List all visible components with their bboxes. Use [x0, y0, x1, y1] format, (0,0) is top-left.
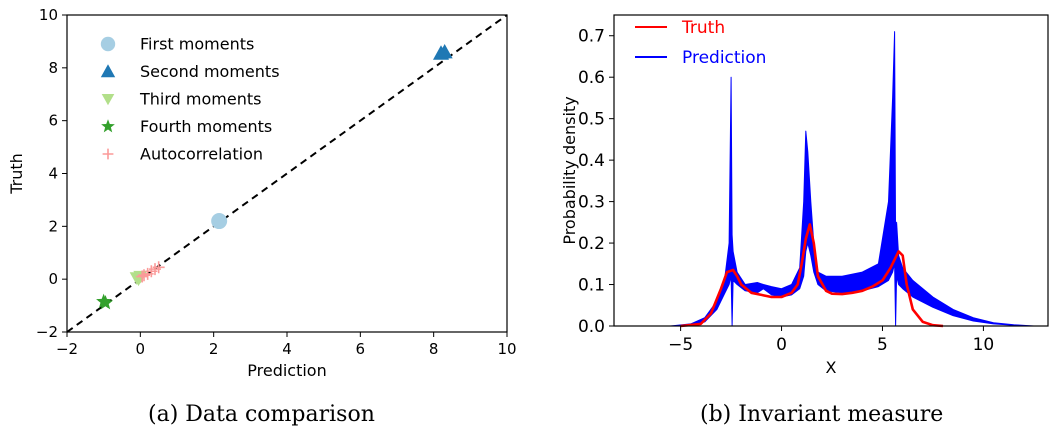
legend-label: Third moments — [139, 90, 261, 109]
right-y-tick-label: 0.1 — [578, 276, 605, 296]
caption-data-comparison: (a) Data comparison — [148, 402, 375, 427]
left-x-axis-label: Prediction — [247, 361, 326, 380]
right-y-tick-label: 0.5 — [578, 110, 605, 130]
left-y-tick-label: 4 — [48, 165, 58, 183]
legend-label: Prediction — [682, 48, 766, 68]
left-legend: First moments Second moments Third moments… — [100, 35, 280, 164]
left-x-tick-label: −2 — [56, 340, 78, 358]
left-y-axis-label: Truth — [7, 153, 26, 195]
invariant-measure-chart: −5 0 5 10 0.0 0.1 0.2 0.3 0.4 0.5 0.6 0.7 X Probabi… — [560, 14, 1049, 377]
point-star-3-1 — [97, 294, 114, 310]
right-ticks: −5 0 5 10 0.0 0.1 0.2 0.3 0.4 0.5 0.6 0.7 — [578, 27, 994, 355]
left-y-tick-label: 10 — [39, 6, 58, 24]
point-plus-4-0 — [136, 270, 149, 283]
left-x-tick-label: 6 — [356, 340, 366, 358]
legend-label: Truth — [681, 18, 725, 38]
right-y-tick-label: 0.3 — [578, 193, 605, 213]
caption-invariant-measure: (b) Invariant measure — [700, 402, 944, 427]
right-x-tick-label: 0 — [776, 335, 787, 355]
right-x-tick-label: −5 — [668, 335, 693, 355]
right-plot-area — [629, 31, 1035, 328]
right-y-tick-label: 0.4 — [578, 151, 605, 171]
point-triangle-up-1-1 — [436, 43, 453, 59]
left-x-tick-label: 2 — [209, 340, 219, 358]
left-y-tick-label: 0 — [48, 270, 58, 288]
point-circle-0-0 — [211, 213, 228, 230]
left-x-tick-label: 8 — [429, 340, 439, 358]
left-ticks: −2−2 0 0 2 2 4 4 6 6 8 8 10 10 — [36, 6, 517, 358]
left-x-tick-label: 4 — [282, 340, 292, 358]
right-x-tick-label: 10 — [973, 335, 995, 355]
right-y-tick-label: 0.6 — [578, 68, 605, 88]
left-y-tick-label: 6 — [48, 112, 58, 130]
left-y-tick-label: 8 — [48, 59, 58, 77]
identity-reference-line — [66, 14, 508, 333]
legend-label: Fourth moments — [140, 117, 272, 136]
right-y-tick-label: 0.0 — [578, 317, 605, 337]
left-x-tick-label: 10 — [497, 340, 516, 358]
legend-label: Second moments — [140, 62, 280, 81]
truth-line — [680, 223, 944, 328]
legend-marker-plus — [102, 148, 114, 160]
point-plus-4-5 — [152, 261, 165, 274]
right-y-tick-label: 0.2 — [578, 234, 605, 254]
left-plot-area — [66, 14, 508, 333]
legend-marker-triangle-up — [100, 64, 116, 78]
right-x-axis-label: X — [826, 358, 837, 377]
left-y-tick-label: 2 — [48, 217, 58, 235]
right-axes-frame — [613, 14, 1049, 327]
legend-label: First moments — [140, 35, 254, 54]
right-legend: Truth Prediction — [635, 18, 766, 68]
legend-label: Autocorrelation — [140, 145, 263, 164]
right-x-tick-label: 5 — [877, 335, 888, 355]
data-comparison-chart: −2−2 0 0 2 2 4 4 6 6 8 8 10 10 Prediction Truth Firs… — [7, 6, 517, 380]
left-x-tick-label: 0 — [136, 340, 146, 358]
left-y-tick-label: −2 — [36, 323, 58, 341]
legend-marker-star — [101, 119, 115, 133]
right-y-axis-label: Probability density — [560, 96, 579, 244]
legend-marker-circle — [100, 36, 116, 52]
legend-marker-triangle-down — [101, 93, 115, 106]
right-y-tick-label: 0.7 — [578, 27, 605, 47]
prediction-band — [629, 31, 1035, 327]
